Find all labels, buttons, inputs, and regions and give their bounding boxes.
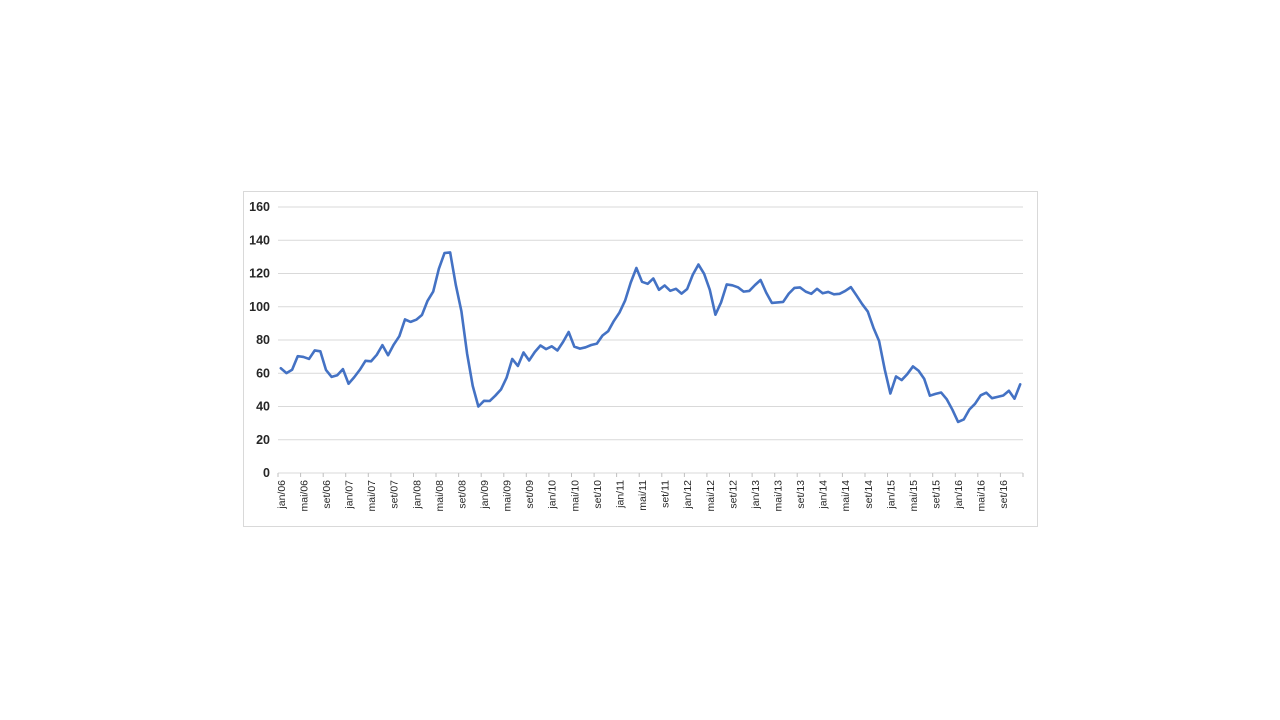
chart: 0 20 40 60 80 100 120 140 160 jan/06 mai/06 set/06 j…: [243, 191, 1038, 527]
x-axis-label: mai/08: [434, 480, 446, 512]
x-axis-label: set/11: [660, 480, 672, 508]
y-gridlines: [278, 206, 1023, 474]
x-axis-label: jan/15: [885, 480, 897, 510]
x-axis-label: jan/13: [750, 480, 762, 510]
x-axis-label: set/12: [727, 480, 739, 509]
x-axis-label: jan/09: [479, 480, 491, 510]
y-axis-label: 100: [249, 300, 270, 314]
x-axis-label: jan/14: [818, 480, 830, 510]
x-axis-label: mai/11: [637, 480, 649, 511]
x-axis-label: set/09: [524, 480, 536, 509]
y-axis-label: 0: [263, 466, 270, 480]
y-axis-label: 60: [256, 366, 270, 380]
x-axis-label: jan/10: [547, 480, 559, 510]
x-axis-label: set/15: [931, 480, 943, 509]
x-axis-labels: jan/06 mai/06 set/06 jan/07 mai/07 set/07 jan/…: [276, 480, 1010, 512]
x-axis-label: jan/11: [615, 480, 627, 509]
y-axis-label: 160: [249, 200, 270, 214]
x-axis-label: set/16: [998, 480, 1010, 509]
x-axis-label: mai/14: [840, 480, 852, 512]
x-axis-label: mai/16: [976, 480, 988, 512]
data-series-line: [279, 251, 1022, 424]
y-axis-labels: 0 20 40 60 80 100 120 140 160: [249, 200, 270, 480]
x-axis-label: mai/09: [502, 480, 514, 512]
x-axis-label: set/07: [389, 480, 401, 509]
x-axis-ticks: [277, 473, 1024, 477]
x-axis-label: mai/13: [773, 480, 785, 512]
x-axis-label: mai/15: [908, 480, 920, 512]
x-axis-label: jan/06: [276, 480, 288, 510]
x-axis-label: set/08: [456, 480, 468, 509]
y-axis-label: 120: [249, 267, 270, 281]
x-axis-label: jan/12: [682, 480, 694, 510]
x-axis-label: set/06: [321, 480, 333, 509]
y-axis-label: 40: [256, 400, 270, 414]
x-axis-label: mai/07: [366, 480, 378, 512]
x-axis-label: set/10: [592, 480, 604, 509]
x-axis-label: jan/16: [953, 480, 965, 510]
y-axis-label: 80: [256, 333, 270, 347]
x-axis-label: mai/12: [705, 480, 717, 512]
y-axis-label: 140: [249, 234, 270, 248]
x-axis-label: jan/08: [411, 480, 423, 510]
x-axis-label: mai/10: [569, 480, 581, 512]
x-axis-label: set/13: [795, 480, 807, 509]
chart-border: [243, 191, 1038, 527]
x-axis-label: jan/07: [344, 480, 356, 510]
y-axis-label: 20: [256, 433, 270, 447]
x-axis-label: mai/06: [298, 480, 310, 512]
x-axis-label: set/14: [863, 480, 875, 509]
